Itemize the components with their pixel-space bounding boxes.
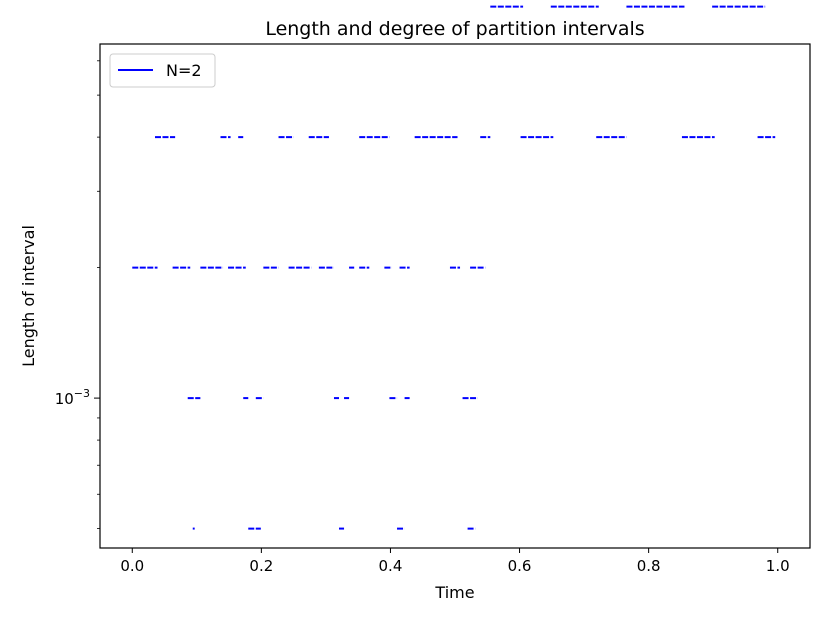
- legend: N=2: [109, 53, 216, 88]
- x-axis-label: Time: [434, 583, 474, 602]
- y-axis-ticks: 10−3: [55, 60, 100, 529]
- x-tick-label: 0.2: [249, 557, 273, 575]
- legend-box: [109, 53, 216, 88]
- x-axis-ticks: 0.0 0.2 0.4 0.6 0.8 1.0: [120, 548, 790, 575]
- x-tick-label: 0.0: [120, 557, 144, 575]
- y-axis-label: Length of interval: [19, 225, 38, 367]
- y-tick-label: 10−3: [55, 387, 90, 408]
- plot-area-frame: [99, 43, 811, 549]
- chart-title: Length and degree of partition intervals: [265, 18, 644, 40]
- x-tick-label: 0.4: [379, 557, 403, 575]
- x-tick-label: 0.8: [637, 557, 661, 575]
- x-tick-label: 1.0: [766, 557, 790, 575]
- legend-label-n2: N=2: [166, 61, 202, 80]
- x-tick-label: 0.6: [508, 557, 532, 575]
- series-layer: [132, 5, 776, 530]
